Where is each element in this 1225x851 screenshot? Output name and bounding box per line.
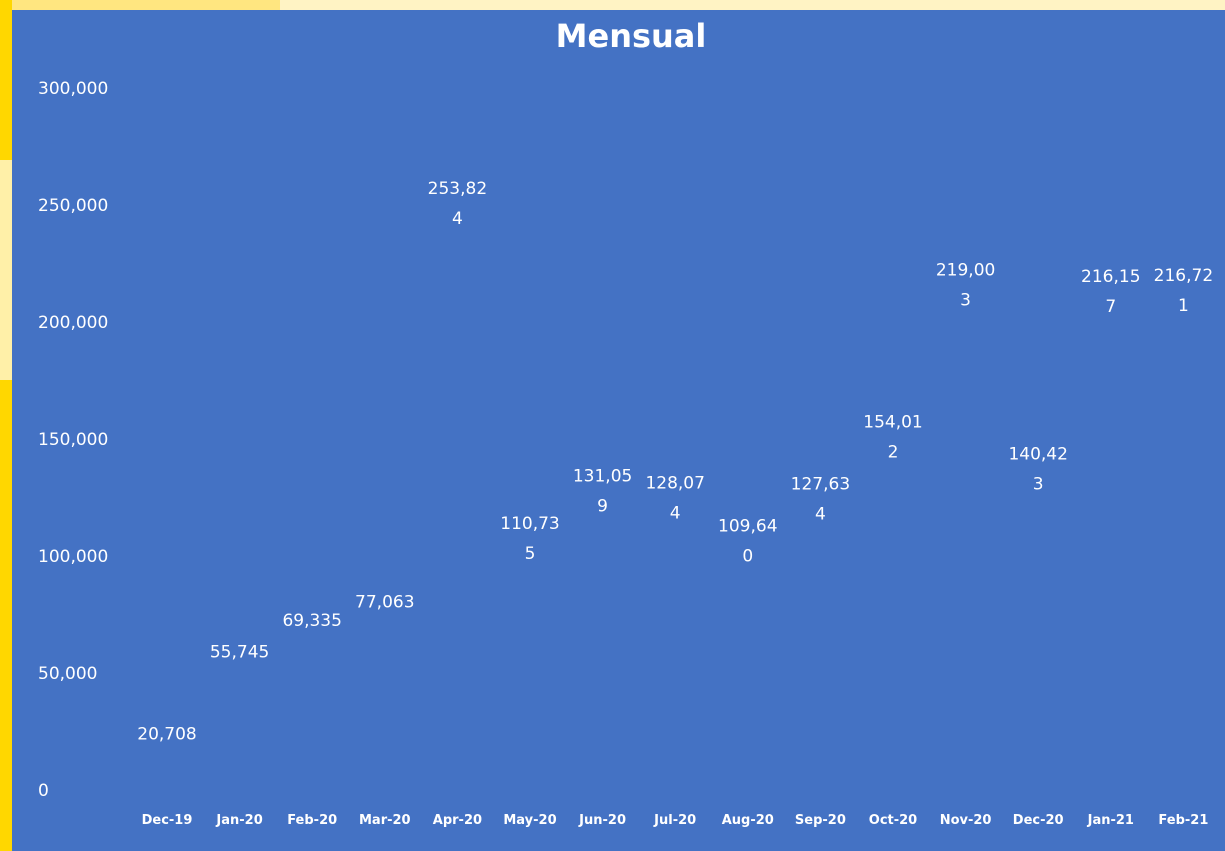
data-label: 253,82 4 (428, 179, 487, 229)
y-tick-label: 200,000 (38, 313, 108, 333)
x-tick-label: Aug-20 (722, 813, 774, 828)
x-tick-label: Jan-20 (215, 813, 262, 828)
x-tick-label: Dec-19 (142, 813, 193, 828)
x-tick-label: Dec-20 (1013, 813, 1064, 828)
accent-glow (0, 160, 12, 380)
data-label: 154,01 2 (863, 413, 922, 463)
y-axis-ticks: 0 50,000 100,000 150,000 200,000 250,000 300,0… (38, 79, 108, 801)
data-label: 219,00 3 (936, 261, 995, 311)
x-tick-label: Jun-20 (578, 813, 626, 828)
data-label: 131,05 9 (573, 466, 632, 516)
data-label: 69,335 (282, 611, 341, 631)
y-tick-label: 50,000 (38, 664, 97, 684)
x-tick-label: Jan-21 (1087, 813, 1134, 828)
data-label: 55,745 (210, 643, 269, 663)
chart-area (12, 10, 1225, 851)
x-tick-label: Apr-20 (433, 813, 482, 828)
x-axis-ticks: Dec-19 Jan-20 Feb-20 Mar-20 Apr-20 May-20 Jun-… (142, 813, 1209, 828)
accent-top-bar (0, 0, 280, 10)
data-label: 109,64 0 (718, 516, 777, 566)
x-tick-label: Nov-20 (940, 813, 992, 828)
data-label: 216,15 7 (1081, 267, 1140, 317)
x-tick-label: Feb-21 (1158, 813, 1208, 828)
x-tick-label: Feb-20 (287, 813, 337, 828)
data-label: 77,063 (355, 593, 414, 613)
data-label: 127,63 4 (791, 474, 850, 524)
data-label: 20,708 (137, 725, 196, 745)
x-tick-label: Sep-20 (795, 813, 846, 828)
y-tick-label: 150,000 (38, 430, 108, 450)
chart-title: Mensual (556, 17, 707, 55)
data-labels: 20,708 55,745 69,335 77,063 253,82 4 110,73 5 13… (137, 179, 1213, 744)
x-tick-label: Oct-20 (869, 813, 917, 828)
y-tick-label: 100,000 (38, 547, 108, 567)
data-label: 110,73 5 (500, 514, 559, 564)
data-label: 140,42 3 (1008, 444, 1067, 494)
data-label: 216,72 1 (1154, 266, 1213, 316)
x-tick-label: Mar-20 (359, 813, 411, 828)
data-points (164, 193, 1186, 744)
x-tick-label: Jul-20 (653, 813, 696, 828)
y-tick-label: 300,000 (38, 79, 108, 99)
data-label: 128,07 4 (645, 473, 704, 523)
x-tick-label: May-20 (503, 813, 556, 828)
y-tick-label: 0 (38, 781, 49, 801)
y-tick-label: 250,000 (38, 196, 108, 216)
